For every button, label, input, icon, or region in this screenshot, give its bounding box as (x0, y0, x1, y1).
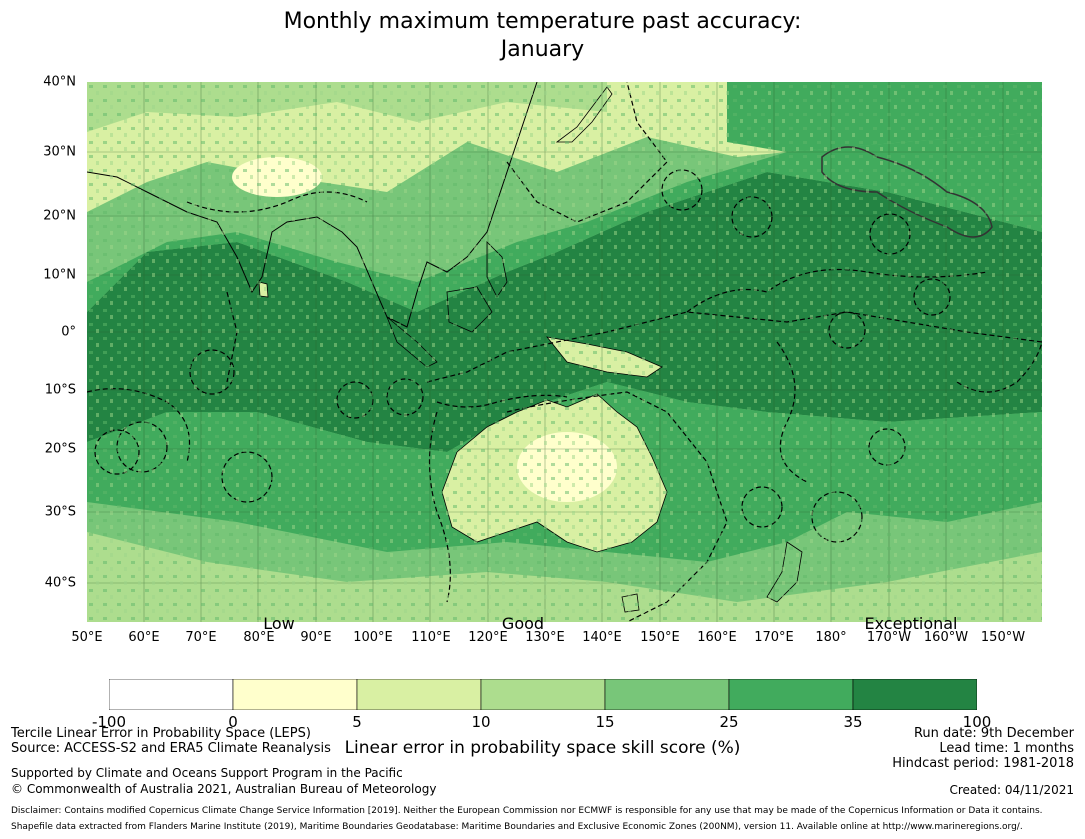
colorbar-segment (728, 679, 854, 710)
copyright-text: © Commonwealth of Australia 2021, Austra… (11, 782, 437, 796)
lon-label: 120°E (468, 630, 508, 645)
colorbar-label: Linear error in probability space skill … (344, 738, 741, 758)
lat-label: 10°S (44, 382, 76, 398)
created-date: Created: 04/11/2021 (949, 783, 1074, 797)
lon-label: 60°E (128, 630, 160, 645)
lon-label: 160°W (923, 630, 969, 645)
colorbar-tick: 15 (595, 713, 615, 731)
support-text: Supported by Climate and Oceans Support … (11, 766, 403, 780)
lat-label: 0° (61, 324, 76, 340)
method-text: Tercile Linear Error in Probability Spac… (11, 726, 311, 741)
colorbar (109, 679, 977, 710)
hindcast-period: Hindcast period: 1981-2018 (892, 756, 1074, 771)
lead-time: Lead time: 1 months (939, 741, 1074, 756)
lat-label: 20°N (43, 208, 76, 224)
lon-label: 140°E (582, 630, 622, 645)
lon-label: 80°E (243, 630, 275, 645)
lon-label: 90°E (300, 630, 332, 645)
colorbar-segment (480, 679, 606, 710)
lon-label: 150°W (980, 630, 1026, 645)
skill-label-low: Low (263, 614, 295, 633)
title-line-1: Monthly maximum temperature past accurac… (283, 9, 802, 34)
lon-label: 170°E (754, 630, 794, 645)
run-date: Run date: 9th December (913, 726, 1074, 741)
colorbar-tick: 25 (719, 713, 739, 731)
lon-label: 100°E (353, 630, 393, 645)
source-text: Source: ACCESS-S2 and ERA5 Climate Reana… (11, 741, 331, 756)
lon-label: 180° (815, 630, 847, 645)
colorbar-tick: 35 (843, 713, 863, 731)
skill-label-good: Good (501, 614, 545, 633)
colorbar-tick: 0 (228, 713, 238, 731)
colorbar-segment (604, 679, 730, 710)
colorbar-tick: 5 (352, 713, 362, 731)
lat-label: 20°S (44, 441, 76, 457)
colorbar-segment (232, 679, 358, 710)
colorbar-tick: 100 (962, 713, 992, 731)
lat-label: 10°N (43, 267, 76, 283)
chart-title: Monthly maximum temperature past accurac… (0, 8, 1085, 64)
lat-label: 30°S (44, 504, 76, 520)
shapefile-text: Shapefile data extracted from Flanders M… (11, 822, 1023, 832)
skill-label-exceptional: Exceptional (864, 614, 958, 633)
lon-label: 130°E (525, 630, 565, 645)
lat-label: 30°N (43, 144, 76, 160)
disclaimer-text: Disclaimer: Contains modified Copernicus… (11, 806, 1043, 816)
lat-label: 40°S (44, 575, 76, 591)
lon-label: 170°W (866, 630, 912, 645)
colorbar-tick: -100 (91, 713, 127, 731)
colorbar-tick: 10 (471, 713, 491, 731)
colorbar-segment (109, 679, 234, 710)
texture (87, 82, 1042, 622)
lon-label: 160°E (697, 630, 737, 645)
colorbar-segment (852, 679, 977, 710)
title-line-2: January (500, 37, 585, 62)
colorbar-segment (356, 679, 482, 710)
lon-label: 110°E (411, 630, 451, 645)
lat-label: 40°N (43, 74, 76, 90)
lon-label: 70°E (185, 630, 217, 645)
lon-label: 150°E (640, 630, 680, 645)
skill-map (87, 82, 1042, 622)
lon-label: 50°E (71, 630, 103, 645)
